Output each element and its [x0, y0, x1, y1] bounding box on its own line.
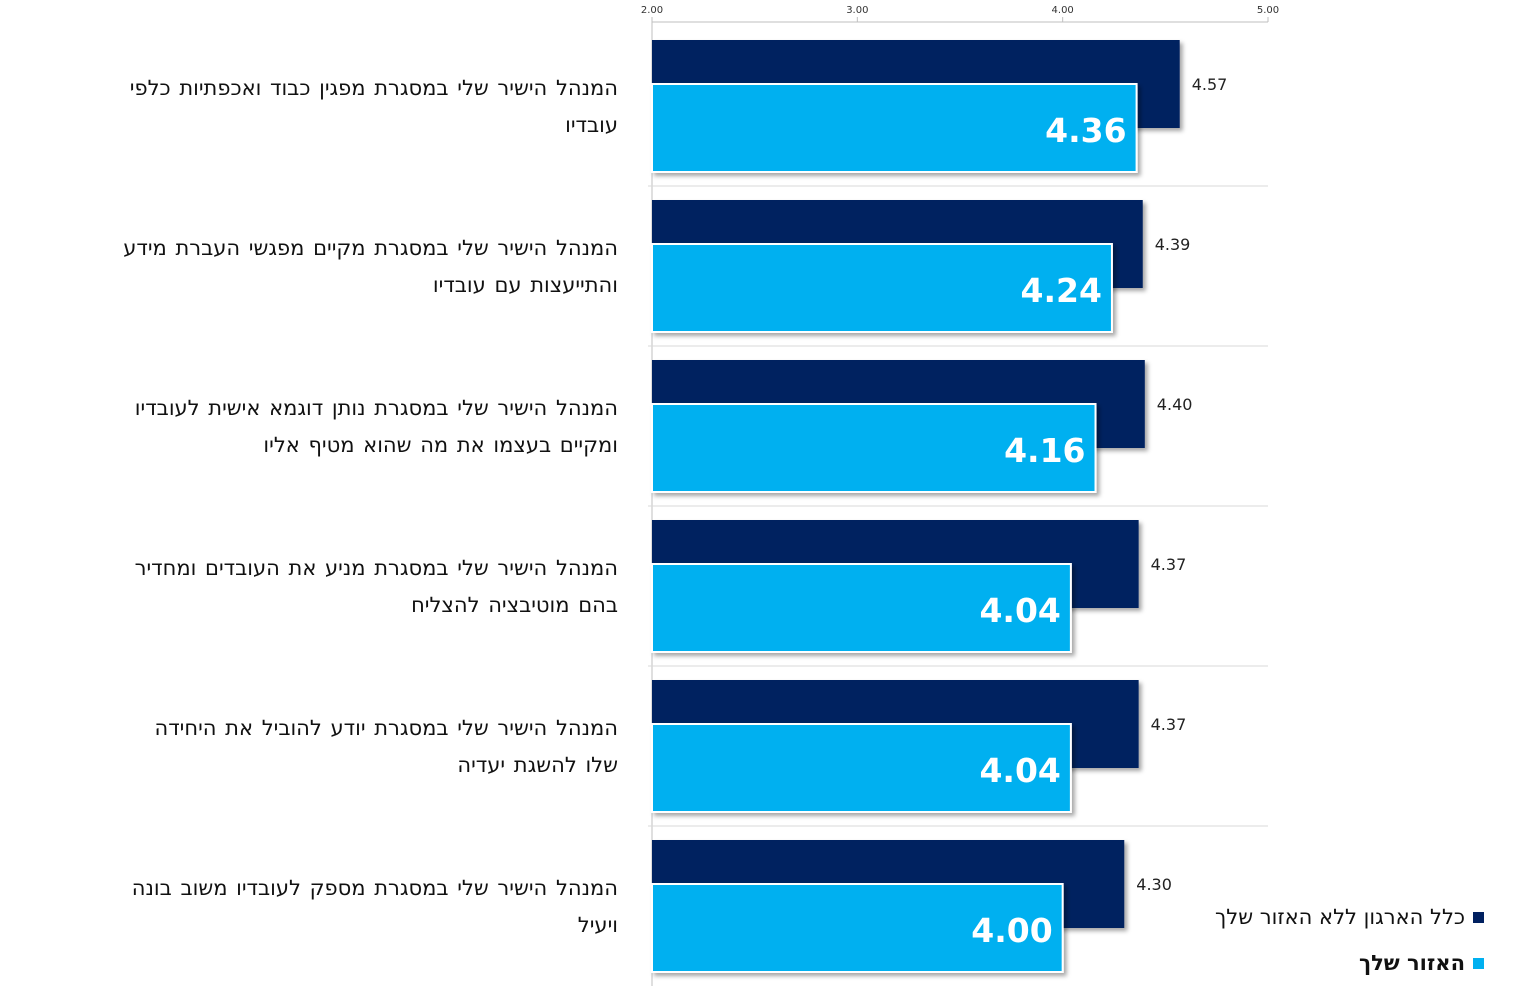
x-tick-label: 2.00 — [641, 5, 663, 16]
bar-your-area — [651, 563, 1072, 653]
x-tick-label: 3.00 — [846, 5, 868, 16]
category-label-line: המנהל הישיר שלי במסגרת מספק לעובדיו משוב… — [131, 876, 618, 900]
category-label-line: המנהל הישיר שלי במסגרת נותן דוגמא אישית … — [134, 396, 618, 420]
category-label-line: המנהל הישיר שלי במסגרת מקיים מפגשי העברת… — [123, 236, 618, 260]
legend-item-organization: כלל הארגון ללא האזור שלך — [1215, 905, 1484, 929]
data-label-organization: 4.37 — [1151, 715, 1187, 734]
bar-your-area — [651, 403, 1097, 493]
category-label: המנהל הישיר שלי במסגרת מקיים מפגשי העברת… — [8, 230, 618, 304]
category-label-line: המנהל הישיר שלי במסגרת מפגין כבוד ואכפתי… — [129, 76, 618, 100]
x-tick-label: 4.00 — [1052, 5, 1074, 16]
data-label-organization: 4.39 — [1155, 235, 1191, 254]
data-label-your-area: 4.16 — [1004, 431, 1085, 470]
x-tick-label: 5.00 — [1257, 5, 1279, 16]
data-label-organization: 4.40 — [1157, 395, 1193, 414]
data-label-your-area: 4.00 — [971, 911, 1052, 950]
category-label-line: המנהל הישיר שלי במסגרת יודע להוביל את הי… — [154, 716, 618, 740]
data-label-organization: 4.37 — [1151, 555, 1187, 574]
legend-label-organization: כלל הארגון ללא האזור שלך — [1215, 905, 1465, 929]
data-label-organization: 4.57 — [1192, 75, 1228, 94]
legend-swatch-your-area — [1473, 957, 1484, 969]
legend-label-your-area: האזור שלך — [1358, 951, 1465, 975]
bar-your-area — [651, 83, 1138, 173]
bar-your-area — [651, 243, 1113, 333]
legend-item-your-area: האזור שלך — [1359, 951, 1484, 975]
category-label-line: והתייעצות עם עובדיו — [432, 273, 618, 297]
category-label-line: בהם מוטיבציה להצליח — [411, 593, 618, 617]
category-label: המנהל הישיר שלי במסגרת מפגין כבוד ואכפתי… — [8, 70, 618, 144]
category-label: המנהל הישיר שלי במסגרת מניע את העובדים ו… — [8, 550, 618, 624]
category-label-line: שלו להשגת יעדיה — [457, 753, 618, 777]
data-label-your-area: 4.04 — [979, 591, 1060, 630]
category-label-line: ויעיל — [577, 913, 618, 937]
category-label: המנהל הישיר שלי במסגרת מספק לעובדיו משוב… — [8, 870, 618, 944]
data-label-organization: 4.30 — [1136, 875, 1172, 894]
category-label: המנהל הישיר שלי במסגרת יודע להוביל את הי… — [8, 710, 618, 784]
category-label-line: עובדיו — [565, 113, 618, 137]
bar-your-area — [651, 723, 1072, 813]
category-label-line: המנהל הישיר שלי במסגרת מניע את העובדים ו… — [134, 556, 618, 580]
category-label: המנהל הישיר שלי במסגרת נותן דוגמא אישית … — [8, 390, 618, 464]
data-label-your-area: 4.36 — [1045, 111, 1126, 150]
legend-swatch-organization — [1473, 911, 1484, 923]
category-label-line: ומקיים בעצמו את מה שהוא מטיף אליו — [263, 433, 618, 457]
bar-your-area — [651, 883, 1064, 973]
data-label-your-area: 4.24 — [1021, 271, 1102, 310]
data-label-your-area: 4.04 — [979, 751, 1060, 790]
